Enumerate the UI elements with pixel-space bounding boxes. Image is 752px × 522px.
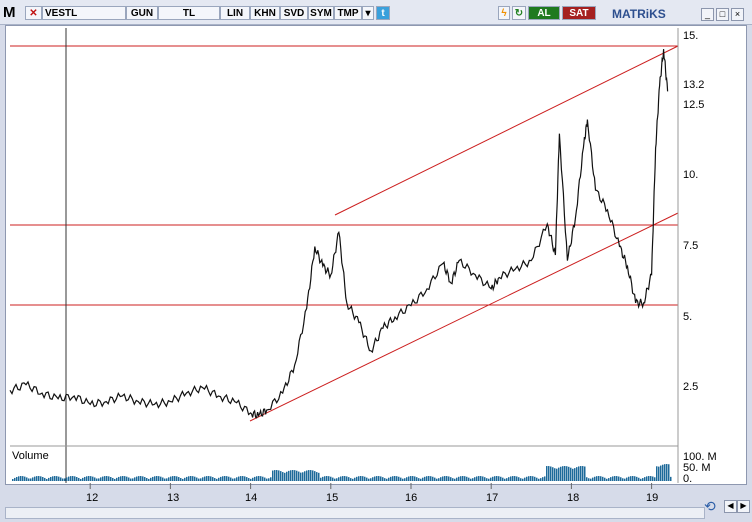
scale-button[interactable]: LIN bbox=[220, 6, 250, 20]
volume-tick: 100. M bbox=[683, 451, 717, 463]
x-tick: 19 bbox=[646, 492, 659, 504]
close-button[interactable]: × bbox=[731, 8, 744, 21]
link-icon[interactable]: ✕ bbox=[25, 6, 42, 20]
khn-button[interactable]: KHN bbox=[250, 6, 280, 20]
y-tick: 7.5 bbox=[683, 240, 699, 252]
chart-toolbar: M ✕ VESTL GUN TL LIN KHN SVD SYM TMP ▾ t… bbox=[0, 0, 752, 25]
buy-button[interactable]: AL bbox=[528, 6, 560, 20]
chart-area[interactable] bbox=[5, 25, 747, 485]
scroll-left-button[interactable]: ◀ bbox=[724, 500, 737, 513]
x-tick: 13 bbox=[167, 492, 180, 504]
x-tick: 14 bbox=[245, 492, 258, 504]
minimize-button[interactable]: _ bbox=[701, 8, 714, 21]
sym-button[interactable]: SYM bbox=[308, 6, 334, 20]
volume-tick: 0. bbox=[683, 473, 693, 485]
lightning-icon[interactable]: ϟ bbox=[498, 6, 510, 20]
horizontal-scrollbar[interactable] bbox=[5, 507, 705, 519]
tmp-button[interactable]: TMP bbox=[334, 6, 362, 20]
scroll-right-button[interactable]: ▶ bbox=[737, 500, 750, 513]
x-tick: 15 bbox=[326, 492, 339, 504]
volume-tick: 50. M bbox=[683, 462, 711, 474]
y-tick: 10. bbox=[683, 169, 699, 181]
sell-button[interactable]: SAT bbox=[562, 6, 596, 20]
y-tick: 2.5 bbox=[683, 381, 699, 393]
y-tick: 15. bbox=[683, 30, 699, 42]
maximize-button[interactable]: □ bbox=[716, 8, 729, 21]
volume-label: Volume bbox=[12, 450, 49, 462]
x-tick: 17 bbox=[486, 492, 499, 504]
refresh-icon[interactable]: ↻ bbox=[512, 6, 526, 20]
app-logo: M bbox=[3, 4, 16, 21]
dropdown-icon[interactable]: ▾ bbox=[362, 6, 374, 20]
y-tick: 12.5 bbox=[683, 99, 705, 111]
symbol-field[interactable]: VESTL bbox=[42, 6, 126, 20]
y-tick: 5. bbox=[683, 311, 693, 323]
x-tick: 16 bbox=[405, 492, 418, 504]
twitter-icon[interactable]: t bbox=[376, 6, 390, 20]
currency-button[interactable]: TL bbox=[158, 6, 220, 20]
sync-icon[interactable]: ⟲ bbox=[704, 498, 716, 514]
svd-button[interactable]: SVD bbox=[280, 6, 308, 20]
x-tick: 12 bbox=[86, 492, 99, 504]
y-tick: 13.2 bbox=[683, 79, 705, 91]
period-button[interactable]: GUN bbox=[126, 6, 158, 20]
brand-logo: MATRiKS bbox=[612, 7, 666, 21]
x-tick: 18 bbox=[567, 492, 580, 504]
